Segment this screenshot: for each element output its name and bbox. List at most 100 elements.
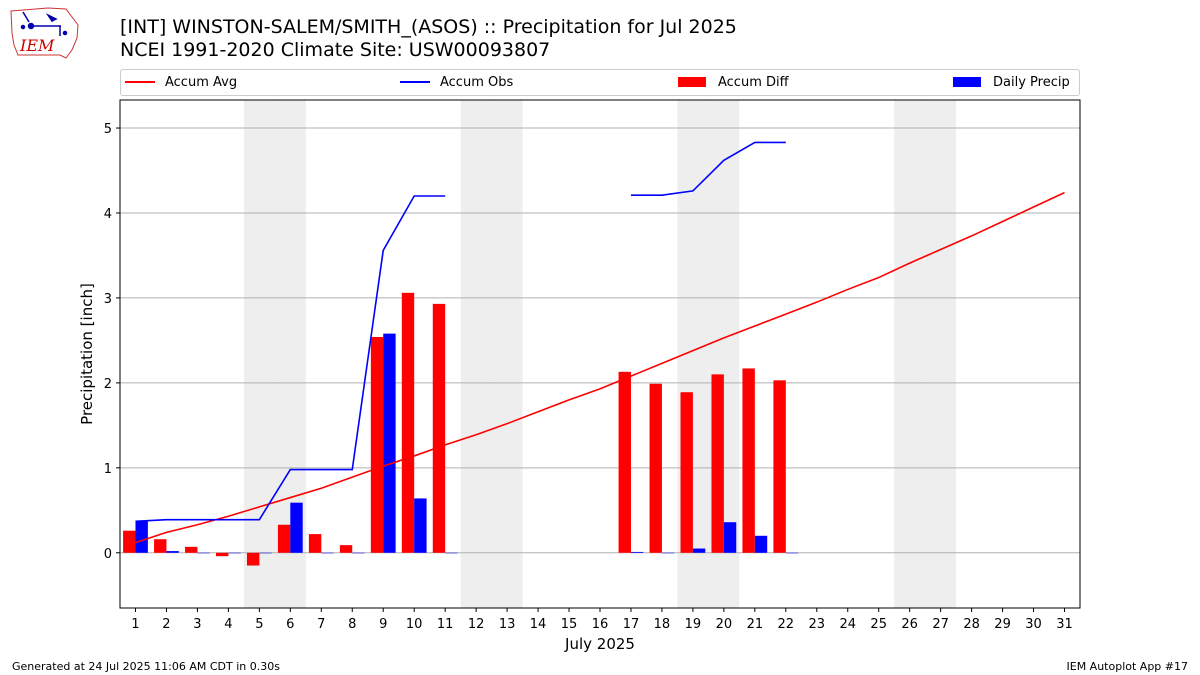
accum-diff-bar-day-11 [432, 303, 446, 553]
y-axis-label: Precipitation [inch] [78, 283, 96, 425]
accum-diff-bar-day-20 [711, 374, 724, 553]
legend-label-daily-precip: Daily Precip [993, 74, 1070, 90]
y-tick-label-4: 4 [104, 207, 112, 222]
daily-precip-bar-day-18 [661, 552, 675, 554]
daily-precip-bar-day-11 [445, 552, 458, 554]
legend-swatch-accum-obs [400, 81, 430, 83]
x-tick-label-27: 27 [932, 617, 949, 632]
weekend-shade-day-26 [894, 100, 926, 608]
weekend-shade-day-27 [925, 100, 957, 608]
legend-label-accum-obs: Accum Obs [440, 74, 514, 90]
y-tick-label-3: 3 [104, 292, 112, 307]
legend-label-accum-avg: Accum Avg [165, 74, 238, 90]
daily-precip-bar-day-1 [135, 521, 148, 553]
daily-precip-bar-day-20 [723, 522, 737, 553]
accum-diff-bar-day-21 [742, 368, 755, 553]
accum-diff-bar-day-18 [649, 383, 662, 553]
weekend-shade-day-5 [243, 100, 275, 608]
x-tick-label-30: 30 [1025, 617, 1042, 632]
y-tick-label-1: 1 [104, 462, 112, 477]
daily-precip-bar-day-19 [692, 548, 706, 553]
x-tick-label-17: 17 [623, 617, 640, 632]
logo-text: IEM [19, 36, 55, 55]
x-axis-label: July 2025 [564, 635, 635, 653]
y-tick-label-0: 0 [104, 547, 112, 562]
iem-logo: IEM [10, 7, 79, 59]
daily-precip-bar-day-8 [352, 552, 365, 554]
x-tick-label-24: 24 [839, 617, 856, 632]
daily-precip-bar-day-17 [630, 551, 644, 553]
accum-diff-bar-day-22 [773, 380, 786, 553]
y-tick-label-2: 2 [104, 377, 112, 392]
x-tick-label-26: 26 [901, 617, 918, 632]
accum-diff-bar-day-2 [154, 539, 167, 553]
x-tick-label-20: 20 [716, 617, 733, 632]
x-tick-label-25: 25 [870, 617, 887, 632]
daily-precip-bar-day-2 [166, 551, 179, 553]
x-tick-label-31: 31 [1056, 617, 1073, 632]
accum-obs-line-segment-2 [630, 141, 786, 196]
daily-precip-bar-day-10 [414, 498, 427, 553]
x-tick-label-15: 15 [561, 617, 578, 632]
plot-frame [119, 99, 1081, 609]
weekend-shade-day-12 [460, 100, 492, 608]
accum-diff-bar-day-3 [185, 546, 198, 553]
accum-diff-bar-day-4 [216, 552, 229, 557]
legend-item-accum-diff: Accum Diff [678, 73, 789, 91]
legend-swatch-accum-diff [678, 77, 706, 87]
x-tick-label-11: 11 [437, 617, 454, 632]
legend-label-accum-diff: Accum Diff [718, 74, 789, 90]
daily-precip-bar-day-6 [290, 502, 303, 553]
accum-diff-bar-day-6 [277, 524, 291, 553]
accum-diff-bar-day-10 [401, 292, 415, 553]
x-tick-label-28: 28 [963, 617, 980, 632]
daily-precip-bar-day-3 [197, 552, 210, 554]
x-tick-label-1: 1 [131, 617, 139, 632]
accum-avg-line-segment-1 [135, 191, 1065, 544]
daily-precip-bar-day-9 [383, 333, 396, 553]
title-line-1: [INT] WINSTON-SALEM/SMITH_(ASOS) :: Prec… [120, 16, 737, 38]
x-tick-label-3: 3 [193, 617, 201, 632]
x-tick-label-10: 10 [406, 617, 423, 632]
legend-item-accum-obs: Accum Obs [400, 73, 513, 91]
x-tick-label-8: 8 [348, 617, 356, 632]
daily-precip-bar-day-21 [754, 535, 768, 553]
x-tick-label-18: 18 [654, 617, 671, 632]
title-line-2: NCEI 1991-2020 Climate Site: USW00093807 [120, 39, 551, 61]
daily-precip-bar-day-4 [228, 552, 241, 554]
legend: Accum Avg Accum Obs Accum Diff Daily Pre… [120, 69, 1080, 96]
x-tick-label-29: 29 [994, 617, 1011, 632]
x-tick-label-4: 4 [224, 617, 232, 632]
daily-precip-bar-day-7 [321, 552, 334, 554]
x-tick-label-6: 6 [286, 617, 294, 632]
accum-diff-bar-day-7 [308, 534, 322, 553]
footer-generated: Generated at 24 Jul 2025 11:06 AM CDT in… [12, 660, 280, 673]
legend-swatch-daily-precip [953, 77, 981, 87]
x-tick-label-14: 14 [530, 617, 547, 632]
x-tick-label-7: 7 [317, 617, 325, 632]
accum-diff-bar-day-8 [339, 545, 353, 553]
weekend-shade-day-13 [491, 100, 523, 608]
x-tick-label-5: 5 [255, 617, 263, 632]
legend-item-daily-precip: Daily Precip [953, 73, 1070, 91]
chart-title: [INT] WINSTON-SALEM/SMITH_(ASOS) :: Prec… [120, 16, 737, 62]
x-tick-label-2: 2 [162, 617, 170, 632]
accum-diff-bar-day-9 [370, 337, 384, 553]
x-tick-label-16: 16 [592, 617, 609, 632]
daily-precip-bar-day-5 [259, 552, 272, 554]
legend-swatch-accum-avg [125, 81, 155, 83]
accum-diff-bar-day-17 [618, 371, 631, 553]
x-tick-label-23: 23 [809, 617, 826, 632]
x-tick-label-9: 9 [379, 617, 387, 632]
accum-obs-line-segment-1 [135, 195, 446, 523]
x-tick-label-13: 13 [499, 617, 516, 632]
daily-precip-bar-day-22 [785, 552, 799, 554]
x-tick-label-19: 19 [685, 617, 702, 632]
y-tick-label-5: 5 [104, 122, 112, 137]
x-tick-label-12: 12 [468, 617, 485, 632]
accum-diff-bar-day-5 [246, 552, 260, 566]
accum-diff-bar-day-19 [680, 392, 693, 553]
x-tick-label-21: 21 [747, 617, 764, 632]
footer-app-id: IEM Autoplot App #17 [1066, 660, 1189, 673]
